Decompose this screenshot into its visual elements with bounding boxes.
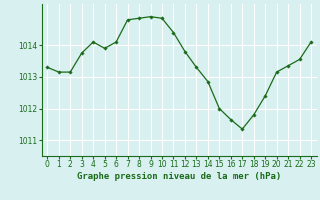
X-axis label: Graphe pression niveau de la mer (hPa): Graphe pression niveau de la mer (hPa) [77, 172, 281, 181]
